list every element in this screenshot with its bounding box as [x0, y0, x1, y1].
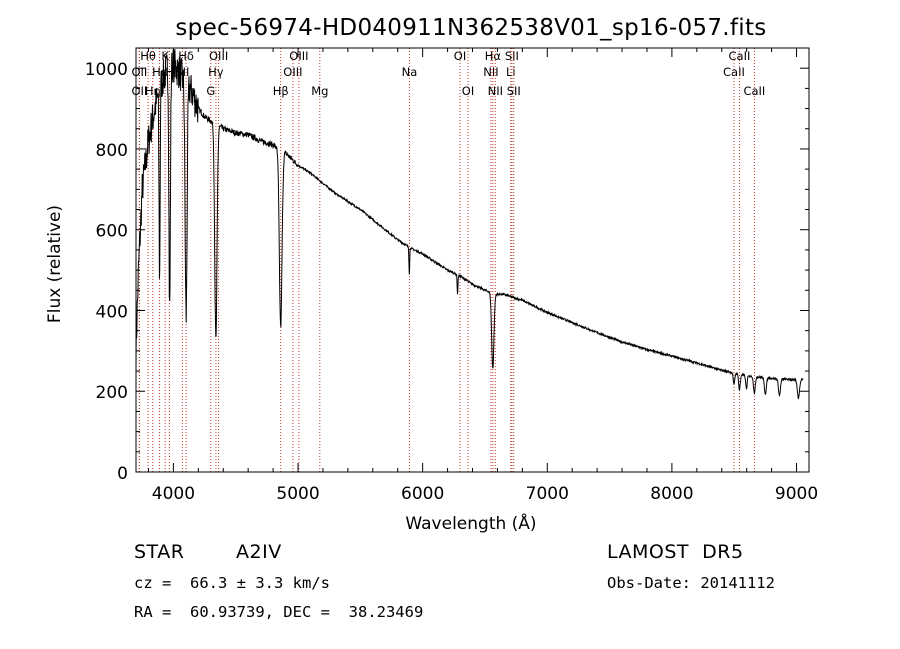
line-marker-label: NII: [483, 65, 498, 79]
line-marker-label: OI: [462, 84, 474, 98]
y-tick-label: 1000: [85, 60, 128, 80]
survey-name: LAMOST DR5: [607, 541, 744, 563]
line-marker-label: Hγ: [208, 65, 224, 79]
chart-title: spec-56974-HD040911N362538V01_sp16-057.f…: [175, 15, 766, 41]
x-tick-label: 9000: [775, 484, 818, 504]
line-marker-label: OIII: [289, 49, 308, 63]
line-marker-label: Hα: [485, 49, 502, 63]
object-class: STAR: [134, 541, 185, 563]
line-marker-label: CaII: [743, 84, 765, 98]
line-marker-label: CaII: [729, 49, 751, 63]
plot-frame: [135, 47, 810, 473]
line-marker-label: OIII: [209, 49, 228, 63]
y-tick-label: 400: [96, 302, 128, 322]
line-marker-label: NII: [488, 84, 503, 98]
x-tick-label: 8000: [650, 484, 693, 504]
line-marker-label: Hβ: [273, 84, 289, 98]
redshift-value: cz = 66.3 ± 3.3 km/s: [134, 574, 330, 592]
y-tick-label: 800: [96, 141, 128, 161]
plot-axes: 4000 5000 6000 7000 8000 9000 0 200 400 600 800 100…: [85, 47, 818, 504]
line-marker-label: SII: [505, 49, 519, 63]
line-marker-label: OIII: [283, 65, 302, 79]
line-marker-label: Mg: [311, 84, 328, 98]
y-axis-label: Flux (relative): [45, 205, 65, 323]
x-tick-label: 7000: [526, 484, 569, 504]
line-marker-label: G: [206, 84, 215, 98]
y-tick-label: 0: [117, 464, 128, 484]
line-marker-label: OI: [454, 49, 466, 63]
x-tick-label: 6000: [401, 484, 444, 504]
x-tick-label: 5000: [276, 484, 319, 504]
coordinates: RA = 60.93739, DEC = 38.23469: [134, 603, 424, 621]
line-marker-label: Hθ: [140, 49, 156, 63]
subclass: A2IV: [236, 541, 282, 563]
line-markers: OIIOIIHθHηHεKHHδSIIGHγOIIIHβOIIIOIIIMgNa…: [131, 48, 765, 472]
line-marker-label: Li: [506, 65, 516, 79]
line-marker-label: SII: [507, 84, 521, 98]
line-marker-label: OII: [131, 65, 147, 79]
y-tick-label: 600: [96, 222, 128, 242]
x-tick-label: 4000: [152, 484, 195, 504]
obs-date: Obs-Date: 20141112: [607, 574, 775, 592]
y-tick-label: 200: [96, 383, 128, 403]
line-marker-label: H: [165, 65, 174, 79]
x-axis-label: Wavelength (Å): [405, 512, 536, 534]
line-marker-label: CaII: [723, 65, 745, 79]
spectrum-line: [135, 49, 804, 400]
line-marker-label: Na: [402, 65, 418, 79]
